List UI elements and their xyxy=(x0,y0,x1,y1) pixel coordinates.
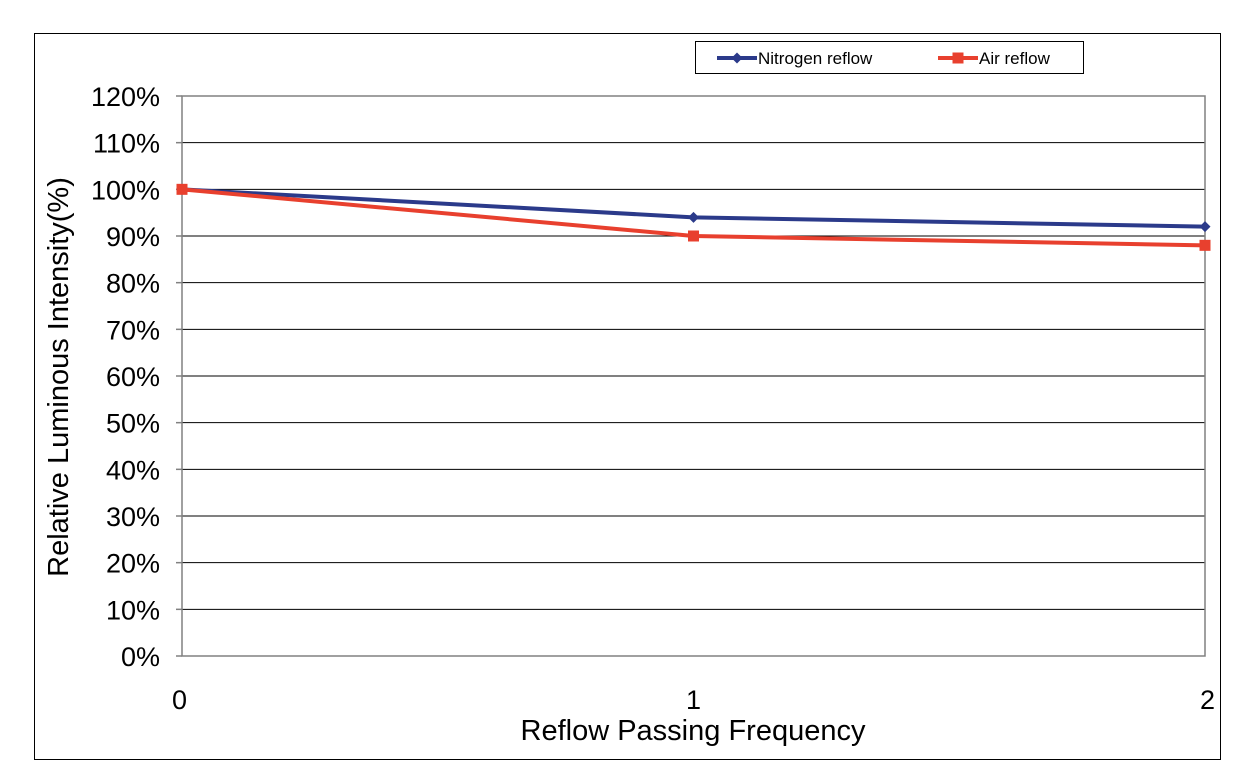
x-tick-label: 1 xyxy=(686,685,701,715)
y-tick-label: 120% xyxy=(91,82,160,112)
data-point-nitrogen-reflow xyxy=(1199,221,1211,233)
legend: Nitrogen reflow Air reflow xyxy=(695,41,1084,74)
legend-box xyxy=(695,41,1084,74)
x-tick-label: 0 xyxy=(172,685,187,715)
x-axis-title: Reflow Passing Frequency xyxy=(521,715,866,747)
x-tick-label: 2 xyxy=(1200,685,1215,715)
y-tick-label: 40% xyxy=(106,455,160,485)
legend-marker-nitrogen-reflow xyxy=(731,52,743,64)
axes: 0%10%20%30%40%50%60%70%80%90%100%110%120… xyxy=(91,82,1215,715)
y-tick-label: 80% xyxy=(106,269,160,299)
legend-marker-air-reflow xyxy=(952,52,964,64)
y-tick-label: 10% xyxy=(106,595,160,625)
y-tick-label: 100% xyxy=(91,175,160,205)
chart-border xyxy=(34,33,1221,760)
data-point-air-reflow xyxy=(1199,239,1211,251)
y-tick-label: 30% xyxy=(106,502,160,532)
y-axis-title: Relative Luminous Intensity(%) xyxy=(43,177,75,577)
y-tick-label: 60% xyxy=(106,362,160,392)
y-tick-label: 110% xyxy=(93,129,160,159)
data-point-air-reflow xyxy=(176,183,188,195)
y-tick-label: 20% xyxy=(106,549,160,579)
data-point-nitrogen-reflow xyxy=(688,211,699,223)
y-tick-label: 70% xyxy=(106,315,160,345)
data-point-air-reflow xyxy=(688,230,699,242)
y-tick-label: 90% xyxy=(106,222,160,252)
legend-label-air-reflow: Air reflow xyxy=(979,49,1051,68)
series-layer xyxy=(176,183,1211,251)
y-tick-label: 0% xyxy=(121,642,160,672)
y-tick-label: 50% xyxy=(106,409,160,439)
legend-label-nitrogen-reflow: Nitrogen reflow xyxy=(758,49,873,68)
